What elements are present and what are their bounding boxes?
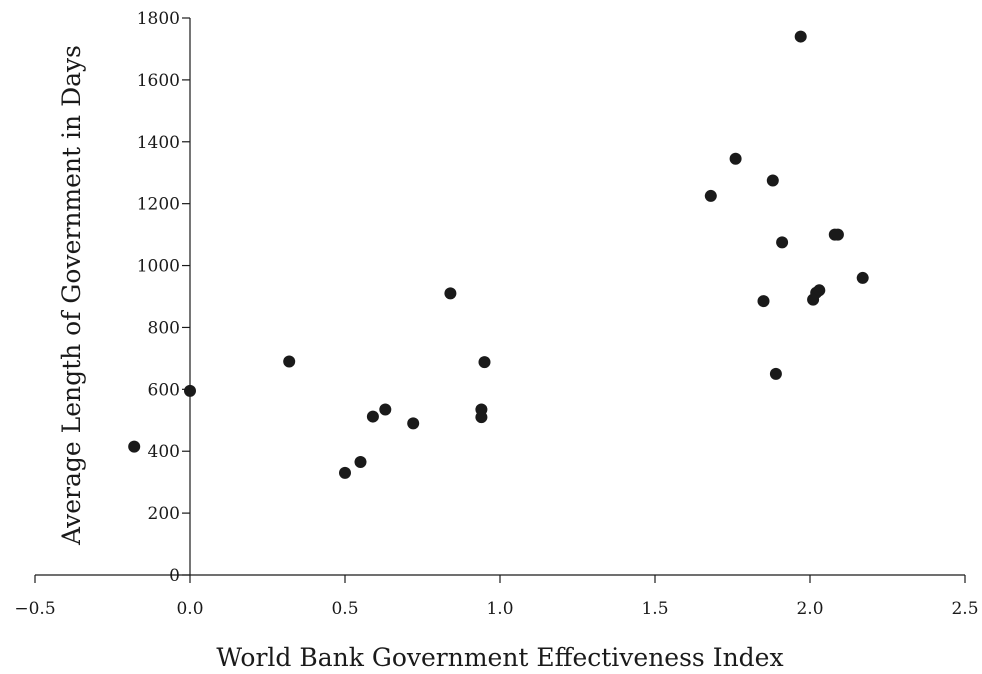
data-point	[704, 189, 717, 202]
x-tick-label: 1.5	[641, 599, 668, 619]
data-point	[475, 411, 488, 424]
data-point	[407, 417, 420, 430]
y-axis: 0 200 400 600 800 1000 1200 1400 1600 1800	[137, 9, 191, 586]
y-tick-label: 200	[148, 504, 180, 524]
y-tick-label: 1400	[137, 133, 180, 153]
data-point	[831, 228, 844, 241]
y-tick-label: 1200	[137, 195, 180, 215]
data-point	[856, 271, 869, 284]
data-point	[478, 356, 491, 369]
x-tick-label: 2.5	[951, 599, 978, 619]
data-point	[766, 174, 779, 187]
x-tick-label: 1.0	[486, 599, 513, 619]
data-point	[366, 410, 379, 423]
y-tick-label: 0	[169, 566, 180, 586]
y-tick-label: 400	[148, 442, 180, 462]
x-tick-label: −0.5	[14, 599, 55, 619]
x-axis: −0.5 0.0 0.5 1.0 1.5 2.0 2.5	[14, 574, 979, 619]
data-points	[128, 30, 869, 479]
y-tick-label: 1800	[137, 9, 180, 29]
data-point	[813, 284, 826, 297]
data-point	[794, 30, 807, 43]
data-point	[776, 236, 789, 249]
data-point	[379, 403, 392, 416]
data-point	[757, 295, 770, 308]
data-point	[128, 440, 141, 453]
data-point	[339, 466, 351, 479]
data-point	[729, 152, 742, 165]
x-axis-title: World Bank Government Effectiveness Inde…	[216, 643, 783, 672]
y-axis-title: Average Length of Government in Days	[57, 45, 86, 546]
y-tick-label: 1000	[137, 257, 180, 277]
data-point	[283, 355, 296, 368]
data-point	[354, 456, 367, 469]
y-tick-label: 800	[148, 318, 180, 338]
data-point	[444, 287, 457, 300]
data-point	[184, 384, 196, 397]
y-tick-label: 1600	[137, 71, 180, 91]
y-tick-label: 600	[148, 380, 180, 400]
x-tick-label: 0.0	[176, 599, 203, 619]
data-point	[769, 367, 782, 380]
x-tick-label: 0.5	[331, 599, 358, 619]
x-tick-label: 2.0	[796, 599, 823, 619]
